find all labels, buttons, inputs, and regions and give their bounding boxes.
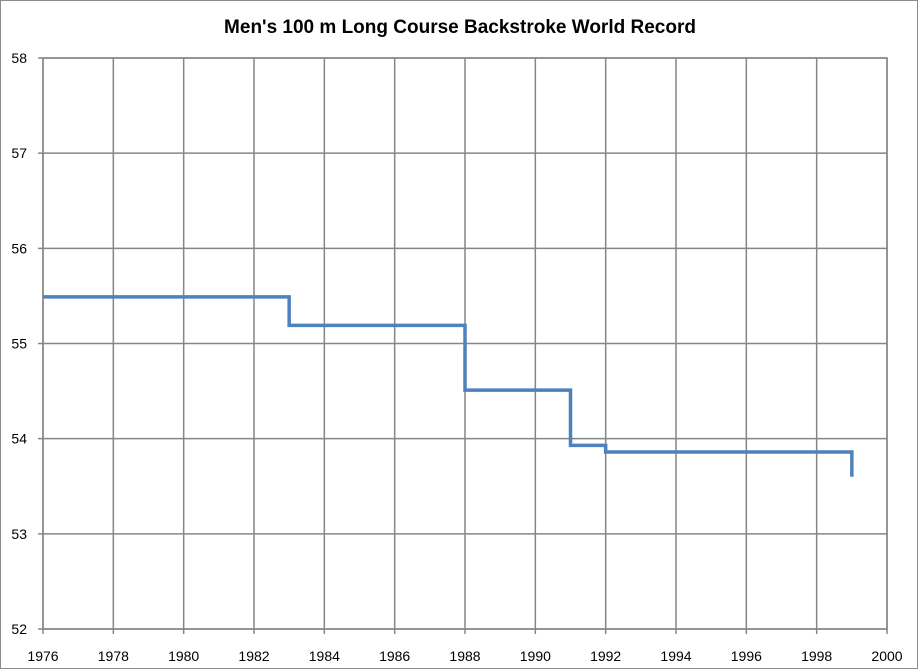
x-tick-label: 1996 bbox=[731, 648, 762, 664]
x-tick-label: 2000 bbox=[871, 648, 902, 664]
plot-area-border bbox=[42, 57, 888, 630]
x-tick-label: 1994 bbox=[660, 648, 691, 664]
y-tick-label: 52 bbox=[11, 621, 27, 637]
x-tick-label: 1992 bbox=[590, 648, 621, 664]
x-tick-label: 1990 bbox=[520, 648, 551, 664]
x-tick-label: 1976 bbox=[27, 648, 58, 664]
series-layer bbox=[43, 295, 854, 477]
y-tick-label: 55 bbox=[11, 336, 27, 352]
series-line bbox=[43, 295, 854, 477]
y-tick-label: 56 bbox=[11, 240, 27, 256]
x-tick-label: 1988 bbox=[449, 648, 480, 664]
x-tick-label: 1982 bbox=[238, 648, 269, 664]
y-tick-label: 53 bbox=[11, 526, 27, 542]
y-tick-label: 57 bbox=[11, 145, 27, 161]
x-tick-labels: 1976 1978 1980 1982 1984 1986 1988 1990 1992 1994… bbox=[27, 648, 902, 664]
chart-title: Men's 100 m Long Course Backstroke World… bbox=[224, 17, 696, 38]
x-tick-label: 1980 bbox=[168, 648, 199, 664]
y-tick-label: 58 bbox=[11, 50, 27, 66]
grid-layer bbox=[38, 57, 888, 634]
x-tick-label: 1986 bbox=[379, 648, 410, 664]
x-tick-label: 1998 bbox=[801, 648, 832, 664]
y-tick-labels: 52 53 54 55 56 57 58 bbox=[11, 50, 27, 637]
x-tick-label: 1978 bbox=[98, 648, 129, 664]
y-tick-label: 54 bbox=[11, 431, 27, 447]
x-tick-label: 1984 bbox=[309, 648, 340, 664]
